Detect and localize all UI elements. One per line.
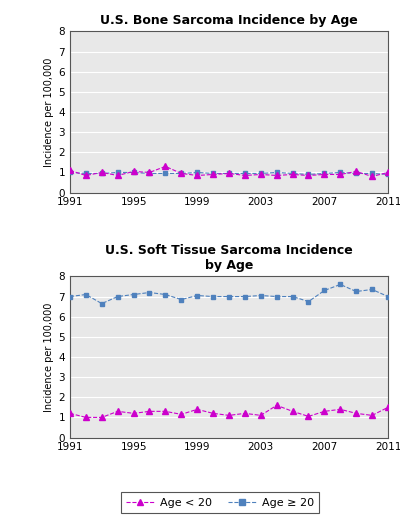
Title: U.S. Soft Tissue Sarcoma Incidence
by Age: U.S. Soft Tissue Sarcoma Incidence by Ag… bbox=[105, 244, 353, 272]
Y-axis label: Incidence per 100,000: Incidence per 100,000 bbox=[44, 302, 54, 412]
Title: U.S. Bone Sarcoma Incidence by Age: U.S. Bone Sarcoma Incidence by Age bbox=[100, 15, 358, 27]
Y-axis label: Incidence per 100,000: Incidence per 100,000 bbox=[44, 57, 54, 167]
Legend: Age < 20, Age ≥ 20: Age < 20, Age ≥ 20 bbox=[121, 492, 319, 513]
